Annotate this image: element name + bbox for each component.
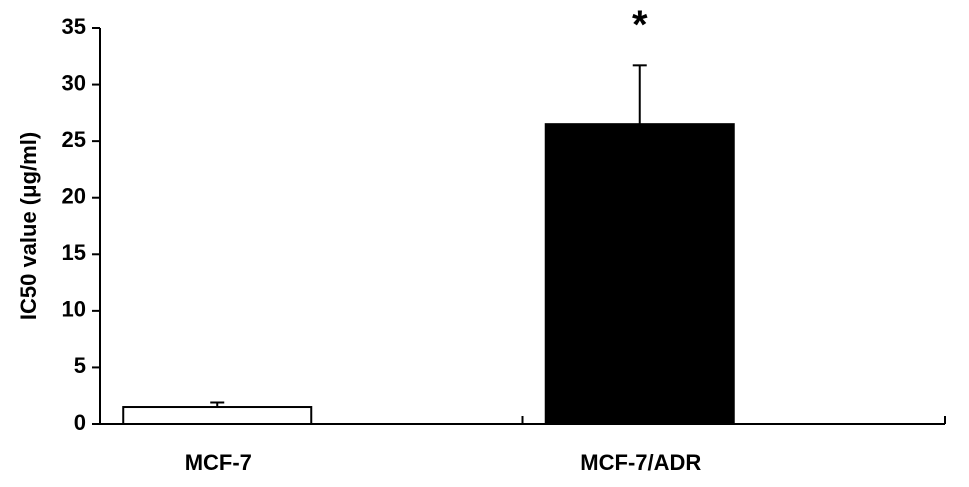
x-tick-label: MCF-7/ADR xyxy=(580,450,701,475)
y-tick-label: 15 xyxy=(62,240,86,265)
y-tick-label: 10 xyxy=(62,297,86,322)
bar xyxy=(122,406,313,425)
bar xyxy=(544,123,735,426)
x-tick-label: MCF-7 xyxy=(185,450,252,475)
y-tick-label: 35 xyxy=(62,14,86,39)
y-tick-label: 20 xyxy=(62,184,86,209)
y-tick-label: 25 xyxy=(62,127,86,152)
y-tick-label: 5 xyxy=(74,353,86,378)
y-axis-label: IC50 value (μg/ml) xyxy=(16,132,41,320)
y-tick-label: 30 xyxy=(62,70,86,95)
y-tick-label: 0 xyxy=(74,410,86,435)
annotation: * xyxy=(632,3,648,47)
